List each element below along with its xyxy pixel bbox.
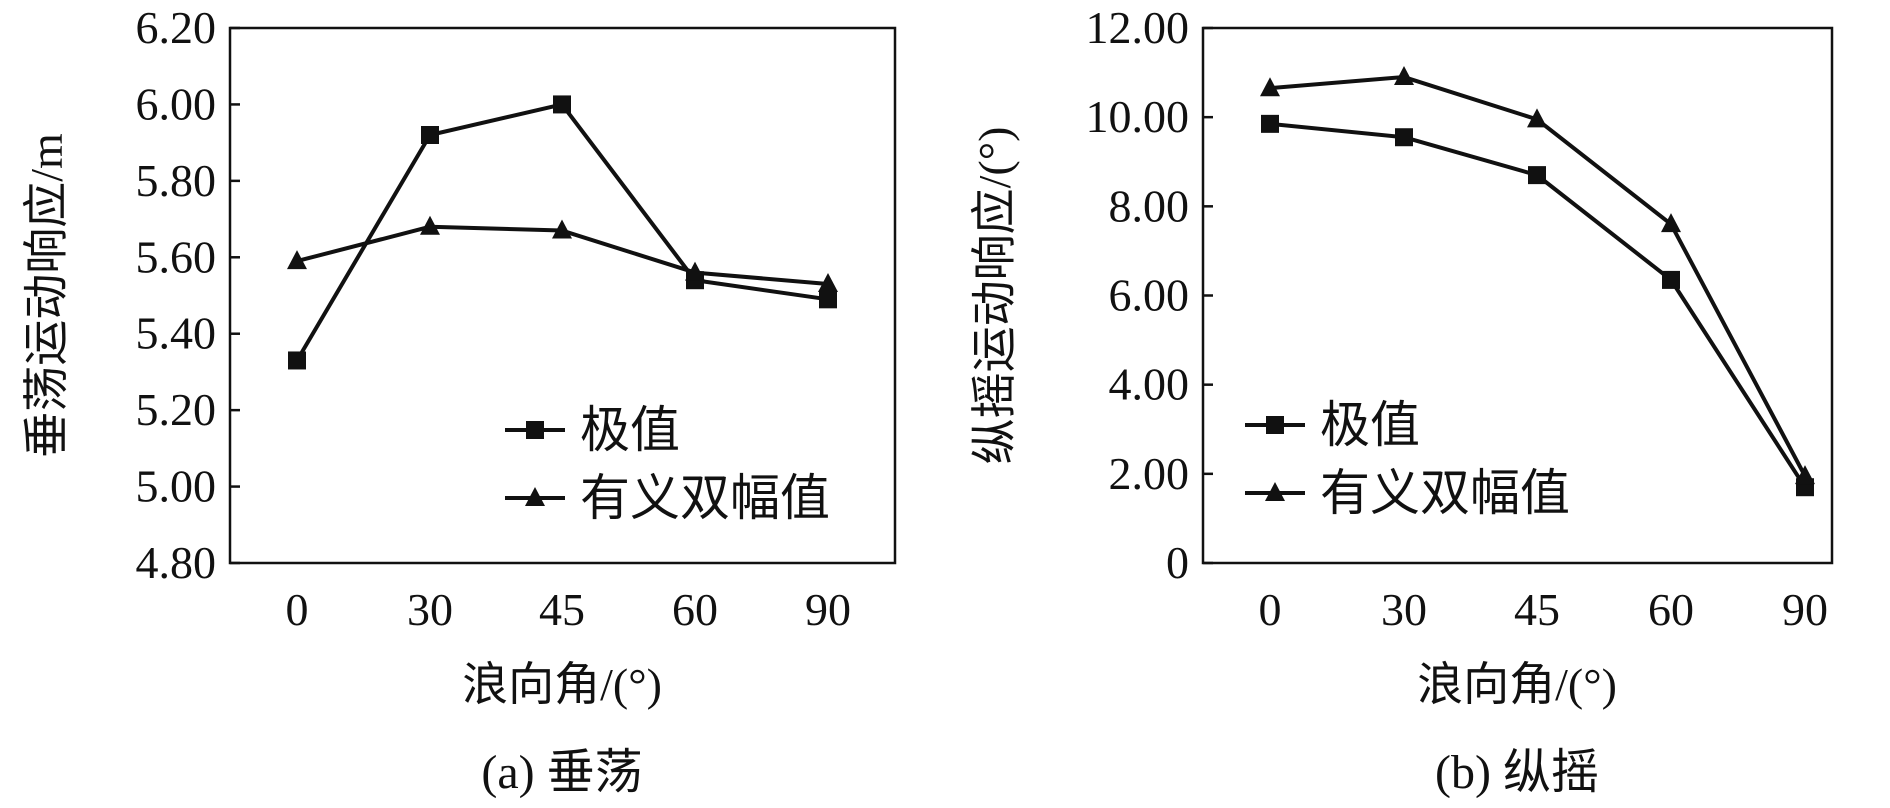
series-1-marker-4 [1795, 465, 1815, 485]
x-axis-title: 浪向角/(°) [462, 659, 662, 710]
y-tick-label: 6.20 [136, 2, 217, 53]
legend-1-marker-0 [525, 487, 545, 506]
x-tick-label: 45 [1514, 584, 1560, 635]
y-tick-label: 12.00 [1086, 2, 1190, 53]
y-tick-label: 5.20 [136, 384, 217, 435]
series-1-marker-1 [1394, 66, 1414, 86]
y-axis-title: 垂荡运动响应/m [21, 133, 72, 458]
series-0-marker-0 [288, 351, 306, 370]
legend-label: 极值 [580, 402, 680, 458]
plot-frame [228, 26, 897, 565]
chart-panel-2: 0 2.00 4.00 6.00 8.00 10.00 12.00 0 30 45 60 90 极值有义… [969, 2, 1834, 799]
y-tick-label: 6.00 [136, 78, 217, 129]
y-tick-label: 10.00 [1086, 91, 1190, 142]
legend-label: 有义双幅值 [580, 470, 830, 526]
y-tick-label: 5.00 [136, 461, 217, 512]
series-1-marker-0 [287, 250, 307, 270]
series-1-marker-2 [1527, 108, 1547, 128]
y-tick-label: 6.00 [1109, 270, 1190, 321]
series-0-marker-4 [819, 290, 837, 309]
y-tick-label: 5.60 [136, 231, 217, 282]
x-axis-title: 浪向角/(°) [1417, 659, 1617, 710]
legend-0-marker-0 [526, 421, 544, 439]
x-tick-label: 30 [1381, 584, 1427, 635]
series-0-marker-0 [1261, 114, 1279, 133]
series-1-marker-3 [685, 261, 705, 281]
x-tick-label: 0 [1259, 584, 1282, 635]
series-extreme [288, 95, 837, 370]
x-tick-label: 90 [805, 584, 851, 635]
x-tick-label: 60 [672, 584, 718, 635]
y-tick-label: 2.00 [1109, 448, 1190, 499]
series-0-marker-2 [1528, 166, 1546, 185]
series-significant [287, 215, 838, 293]
legend-0-marker-0 [1266, 416, 1284, 434]
y-tick-label: 8.00 [1109, 180, 1190, 231]
panel-caption: (a) 垂荡 [481, 746, 642, 799]
y-tick-label: 5.80 [136, 155, 217, 206]
series-1-marker-0 [1260, 77, 1280, 97]
x-tick-label: 45 [539, 584, 585, 635]
x-tick-label: 90 [1782, 584, 1828, 635]
y-axis-title: 纵摇运动响应/(°) [969, 127, 1020, 465]
legend-label: 极值 [1320, 397, 1420, 453]
series-0-marker-2 [553, 95, 571, 114]
x-tick-label: 0 [286, 584, 309, 635]
legend-label: 有义双幅值 [1320, 465, 1570, 521]
series-significant [1260, 66, 1815, 485]
y-tick-label: 4.00 [1109, 359, 1190, 410]
panel-caption: (b) 纵摇 [1435, 746, 1599, 799]
chart-panel-1: 4.80 5.00 5.20 5.40 5.60 5.80 6.00 6.20 0 30 45 60 9… [21, 2, 897, 799]
series-0-marker-1 [421, 126, 439, 144]
y-tick-label: 5.40 [136, 308, 217, 359]
series-0-marker-1 [1395, 128, 1413, 147]
series-1-marker-4 [818, 273, 838, 293]
series-extreme [1261, 114, 1814, 497]
series-1-marker-2 [552, 219, 572, 239]
series-1-marker-1 [420, 215, 440, 235]
x-tick-label: 60 [1648, 584, 1694, 635]
series-0-marker-3 [1662, 270, 1680, 289]
y-tick-label: 4.80 [136, 537, 217, 588]
legend-1-marker-0 [1265, 482, 1285, 501]
series-1-marker-3 [1661, 213, 1681, 233]
x-tick-label: 30 [407, 584, 453, 635]
y-tick-label: 0 [1166, 537, 1189, 588]
